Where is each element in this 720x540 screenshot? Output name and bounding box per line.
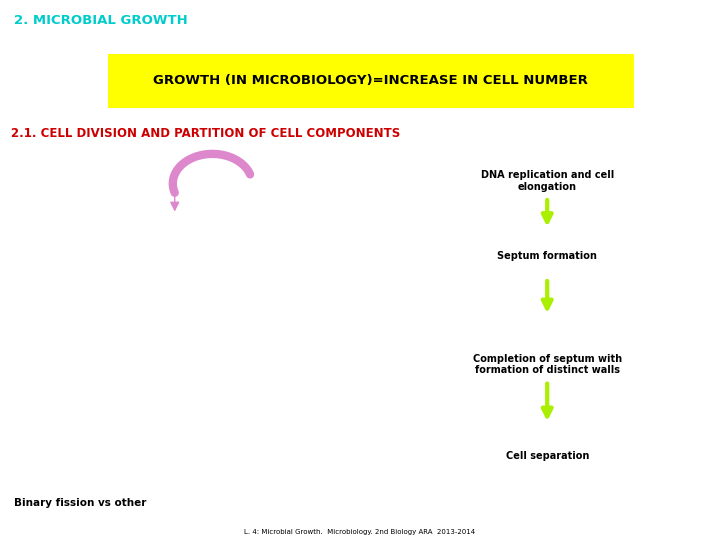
Text: Septum formation: Septum formation [498, 251, 597, 261]
Text: 2.1. CELL DIVISION AND PARTITION OF CELL COMPONENTS: 2.1. CELL DIVISION AND PARTITION OF CELL… [11, 127, 400, 140]
Text: Binary fission vs other: Binary fission vs other [14, 497, 147, 508]
Text: L. 4: Microbial Growth.  Microbiology. 2nd Biology ARA  2013-2014: L. 4: Microbial Growth. Microbiology. 2n… [244, 529, 476, 535]
Text: Cell separation: Cell separation [505, 451, 589, 461]
Text: 2. MICROBIAL GROWTH: 2. MICROBIAL GROWTH [14, 14, 188, 26]
Text: Completion of septum with
formation of distinct walls: Completion of septum with formation of d… [472, 354, 622, 375]
Text: GROWTH (IN MICROBIOLOGY)=INCREASE IN CELL NUMBER: GROWTH (IN MICROBIOLOGY)=INCREASE IN CEL… [153, 75, 588, 87]
FancyBboxPatch shape [108, 54, 634, 108]
Text: DNA replication and cell
elongation: DNA replication and cell elongation [480, 170, 614, 192]
